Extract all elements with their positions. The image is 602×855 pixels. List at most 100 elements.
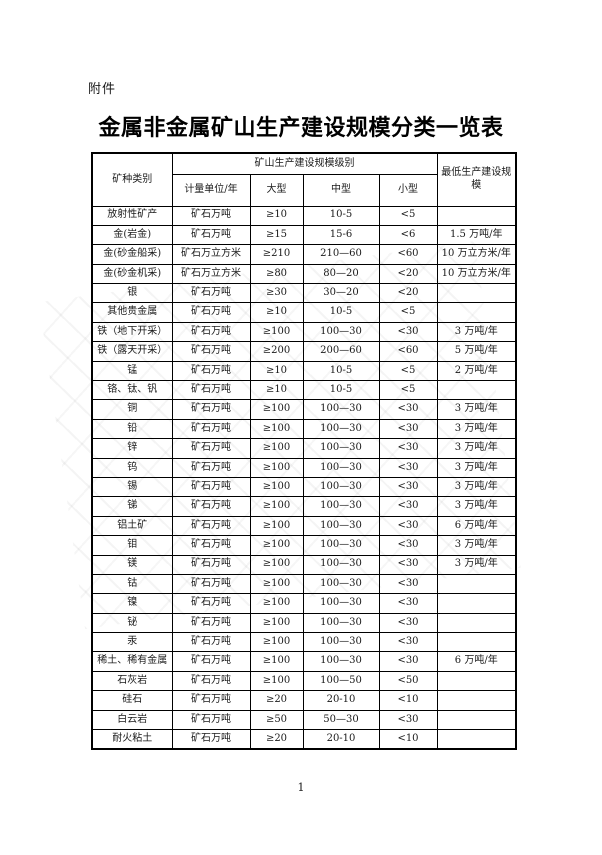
cell-min	[436, 670, 517, 692]
cell-small: <5	[378, 360, 438, 382]
cell-unit: 矿石万吨	[171, 535, 251, 556]
cell-min	[436, 632, 517, 653]
cell-medium: 100—30	[302, 457, 380, 478]
cell-large: ≥100	[249, 418, 304, 440]
table-row: 铅矿石万吨 ≥100 100—30 <30 3 万吨/年	[91, 418, 517, 440]
table-row: 锡矿石万吨 ≥100 100—30 <30 3 万吨/年	[91, 476, 517, 498]
cell-small: <30	[378, 321, 438, 343]
cell-min: 3 万吨/年	[436, 399, 517, 420]
header-large: 大型	[249, 173, 304, 207]
cell-category: 石灰岩	[91, 670, 173, 692]
table-row: 钼矿石万吨 ≥100 100—30 <30 3 万吨/年	[91, 535, 517, 556]
cell-large: ≥30	[249, 283, 304, 304]
cell-unit: 矿石万吨	[171, 593, 251, 614]
cell-small: <30	[378, 457, 438, 478]
cell-medium: 10-5	[302, 302, 380, 323]
table-row: 金(岩金) 矿石万吨 ≥15 15-6 <6 1.5 万吨/年	[91, 224, 517, 246]
table-row: 钨矿石万吨 ≥100 100—30 <30 3 万吨/年	[91, 457, 517, 478]
table-row: 钴矿石万吨 ≥100 100—30 <30	[91, 573, 517, 595]
table-row: 铁（地下开采） 矿石万吨 ≥100 100—30 <30 3 万吨/年	[91, 321, 517, 343]
cell-unit: 矿石万吨	[171, 418, 251, 440]
cell-unit: 矿石万吨	[171, 690, 251, 711]
cell-small: <30	[378, 651, 438, 672]
table-row: 白云岩 矿石万吨 ≥50 50—30 <30	[91, 709, 517, 731]
cell-small: <10	[378, 690, 438, 711]
header-mineral-category: 矿种类别	[91, 152, 173, 207]
cell-min: 3 万吨/年	[436, 476, 517, 498]
cell-small: <6	[378, 224, 438, 246]
cell-min: 3 万吨/年	[436, 554, 517, 575]
cell-small: <20	[378, 263, 438, 285]
cell-medium: 100—30	[302, 573, 380, 595]
cell-medium: 20-10	[302, 690, 380, 711]
cell-category: 白云岩	[91, 709, 173, 731]
cell-large: ≥100	[249, 670, 304, 692]
cell-category: 锌	[91, 438, 173, 459]
cell-small: <30	[378, 476, 438, 498]
table-row: 石灰岩 矿石万吨 ≥100 100—50 <50	[91, 670, 517, 692]
cell-unit: 矿石万吨	[171, 380, 251, 401]
cell-category: 金(岩金)	[91, 224, 173, 246]
cell-min	[436, 573, 517, 595]
cell-unit: 矿石万吨	[171, 554, 251, 575]
cell-small: <10	[378, 729, 438, 750]
cell-small: <30	[378, 632, 438, 653]
cell-min: 10 万立方米/年	[436, 244, 517, 265]
cell-unit: 矿石万吨	[171, 321, 251, 343]
cell-min	[436, 380, 517, 401]
cell-large: ≥210	[249, 244, 304, 265]
cell-medium: 30—20	[302, 283, 380, 304]
cell-category: 硅石	[91, 690, 173, 711]
cell-medium: 100—30	[302, 496, 380, 517]
cell-category: 金(砂金船采)	[91, 244, 173, 265]
cell-medium: 10-5	[302, 360, 380, 382]
cell-unit: 矿石万吨	[171, 438, 251, 459]
cell-small: <30	[378, 593, 438, 614]
cell-large: ≥100	[249, 476, 304, 498]
table-row: 镁矿石万吨 ≥100 100—30 <30 3 万吨/年	[91, 554, 517, 575]
cell-large: ≥20	[249, 690, 304, 711]
cell-min: 10 万立方米/年	[436, 263, 517, 285]
cell-large: ≥10	[249, 360, 304, 382]
cell-large: ≥100	[249, 535, 304, 556]
cell-min: 6 万吨/年	[436, 515, 517, 537]
cell-small: <5	[378, 380, 438, 401]
header-scale-level-group: 矿山生产建设规模级别	[171, 152, 438, 175]
cell-category: 铝土矿	[91, 515, 173, 537]
cell-medium: 100—30	[302, 593, 380, 614]
cell-medium: 100—30	[302, 612, 380, 634]
table-row: 铜矿石万吨 ≥100 100—30 <30 3 万吨/年	[91, 399, 517, 420]
cell-category: 锰	[91, 360, 173, 382]
cell-medium: 210—60	[302, 244, 380, 265]
cell-large: ≥10	[249, 302, 304, 323]
table-row: 镍矿石万吨 ≥100 100—30 <30	[91, 593, 517, 614]
cell-unit: 矿石万吨	[171, 729, 251, 750]
cell-small: <50	[378, 670, 438, 692]
cell-unit: 矿石万吨	[171, 612, 251, 634]
table-row: 铁（露天开采） 矿石万吨 ≥200 200—60 <60 5 万吨/年	[91, 341, 517, 362]
cell-min: 6 万吨/年	[436, 651, 517, 672]
cell-small: <20	[378, 283, 438, 304]
cell-category: 铋	[91, 612, 173, 634]
cell-medium: 100—30	[302, 515, 380, 537]
cell-small: <30	[378, 535, 438, 556]
cell-large: ≥50	[249, 709, 304, 731]
cell-min: 5 万吨/年	[436, 341, 517, 362]
cell-medium: 10-5	[302, 380, 380, 401]
cell-medium: 10-5	[302, 205, 380, 226]
cell-medium: 100—30	[302, 651, 380, 672]
table-row: 其他贵金属 矿石万吨 ≥10 10-5 <5	[91, 302, 517, 323]
cell-min	[436, 612, 517, 634]
cell-min: 3 万吨/年	[436, 535, 517, 556]
cell-large: ≥100	[249, 515, 304, 537]
cell-small: <30	[378, 573, 438, 595]
cell-min: 3 万吨/年	[436, 438, 517, 459]
cell-unit: 矿石万吨	[171, 283, 251, 304]
header-minimum-scale: 最低生产建设规模	[436, 152, 517, 207]
cell-category: 锡	[91, 476, 173, 498]
cell-large: ≥100	[249, 496, 304, 517]
cell-min	[436, 283, 517, 304]
cell-small: <30	[378, 612, 438, 634]
header-small: 小型	[378, 173, 438, 207]
